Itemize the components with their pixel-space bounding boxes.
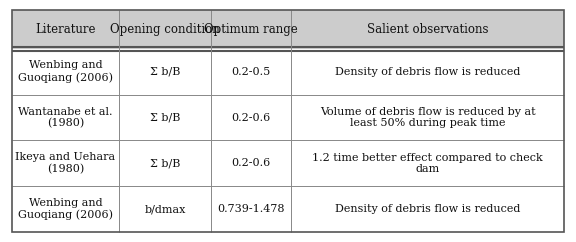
Bar	[12, 140, 564, 186]
Bar	[12, 95, 564, 140]
Text: Wenbing and
Guoqiang (2006): Wenbing and Guoqiang (2006)	[18, 198, 113, 220]
Text: Σ b/B: Σ b/B	[150, 159, 180, 168]
Text: 0.2-0.6: 0.2-0.6	[231, 113, 270, 122]
Text: Wenbing and
Guoqiang (2006): Wenbing and Guoqiang (2006)	[18, 60, 113, 83]
Text: b/dmax: b/dmax	[144, 204, 185, 214]
Text: 0.2-0.5: 0.2-0.5	[231, 67, 270, 77]
Text: 1.2 time better effect compared to check
dam: 1.2 time better effect compared to check…	[312, 153, 543, 174]
Bar	[12, 186, 564, 232]
Text: 0.2-0.6: 0.2-0.6	[231, 159, 270, 168]
Text: Density of debris flow is reduced: Density of debris flow is reduced	[335, 67, 520, 77]
Text: Σ b/B: Σ b/B	[150, 67, 180, 77]
Text: Salient observations: Salient observations	[367, 23, 488, 36]
Bar	[12, 10, 564, 49]
Text: Optimum range: Optimum range	[204, 23, 298, 36]
Text: Opening condition: Opening condition	[110, 23, 220, 36]
Text: 0.739-1.478: 0.739-1.478	[217, 204, 285, 214]
Text: Wantanabe et al.
(1980): Wantanabe et al. (1980)	[18, 106, 113, 129]
Text: Σ b/B: Σ b/B	[150, 113, 180, 122]
Text: Volume of debris flow is reduced by at
least 50% during peak time: Volume of debris flow is reduced by at l…	[320, 107, 536, 128]
Bar	[12, 49, 564, 95]
Text: Density of debris flow is reduced: Density of debris flow is reduced	[335, 204, 520, 214]
Text: Ikeya and Uehara
(1980): Ikeya and Uehara (1980)	[16, 152, 116, 174]
Text: Literature: Literature	[35, 23, 96, 36]
